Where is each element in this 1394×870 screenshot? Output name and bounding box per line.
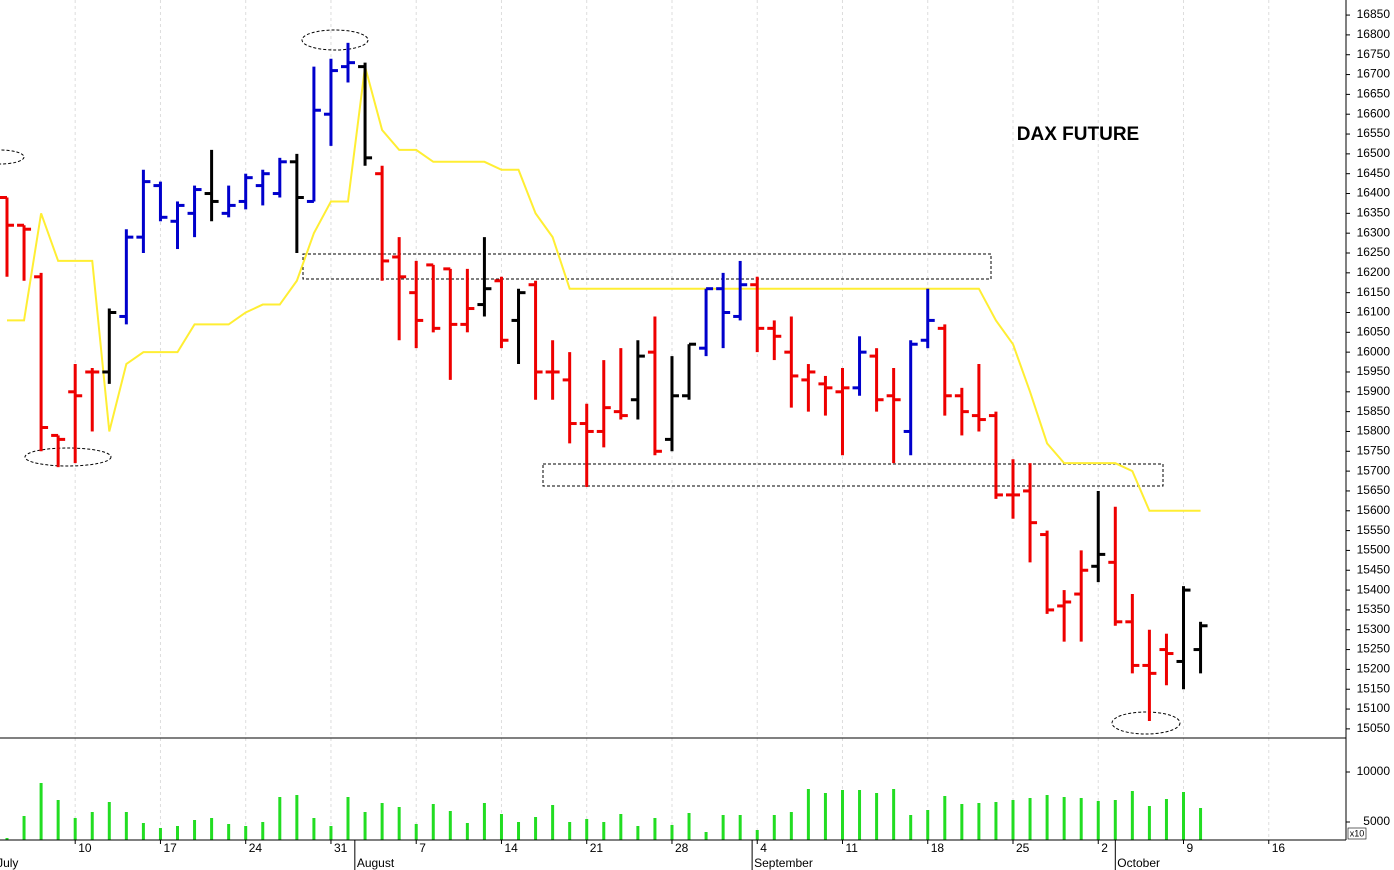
y-tick-label: 15900: [1357, 384, 1391, 398]
y-tick-label: 16250: [1357, 245, 1391, 259]
y-tick-label: 15650: [1357, 483, 1391, 497]
month-label: July: [0, 856, 18, 870]
x-tick-label: 17: [163, 841, 177, 855]
y-tick-label: 16300: [1357, 225, 1391, 239]
y-tick-label: 16200: [1357, 265, 1391, 279]
indicator-line: [6, 66, 1201, 512]
month-label: October: [1117, 856, 1160, 870]
annotation-ellipse: [1111, 711, 1181, 735]
x-tick-label: 4: [760, 841, 767, 855]
y-tick-label: 15050: [1357, 721, 1391, 735]
month-label: August: [357, 856, 395, 870]
x-tick-label: 18: [931, 841, 945, 855]
unit-box: [1347, 827, 1367, 840]
x-tick-label: 16: [1272, 841, 1286, 855]
y-tick-label: 16550: [1357, 126, 1391, 140]
y-tick-label: 15600: [1357, 503, 1391, 517]
y-tick-label: 16050: [1357, 324, 1391, 338]
y-tick-label: 15150: [1357, 681, 1391, 695]
y-tick-label: 15250: [1357, 642, 1391, 656]
y-tick-label: 16450: [1357, 166, 1391, 180]
y-tick-label: 16800: [1357, 27, 1391, 41]
y-tick-label: 16750: [1357, 47, 1391, 61]
y-tick-label: 16650: [1357, 87, 1391, 101]
x-tick-label: 9: [1187, 841, 1194, 855]
plot: [0, 42, 1208, 840]
x-tick-label: 2: [1101, 841, 1108, 855]
y-tick-label: 16850: [1357, 7, 1391, 21]
y-tick-label: 15450: [1357, 562, 1391, 576]
y-tick-label: 15500: [1357, 543, 1391, 557]
y-tick-label: 15800: [1357, 424, 1391, 438]
y-tick-label: 15950: [1357, 364, 1391, 378]
y-tick-label: 15550: [1357, 523, 1391, 537]
annotation-ellipse: [24, 447, 112, 467]
y-tick-label: 15100: [1357, 701, 1391, 715]
y-tick-label: 15350: [1357, 602, 1391, 616]
y-tick-label: 16350: [1357, 206, 1391, 220]
y-tick-label: 15850: [1357, 404, 1391, 418]
x-tick-label: 21: [590, 841, 604, 855]
y-tick-label: 16000: [1357, 344, 1391, 358]
x-tick-label: 14: [504, 841, 518, 855]
x-tick-label: 28: [675, 841, 689, 855]
y-tick-label: 16100: [1357, 305, 1391, 319]
annotations: [0, 29, 1181, 735]
month-label: September: [754, 856, 813, 870]
y-tick-label: 15750: [1357, 443, 1391, 457]
annotation-ellipse: [301, 29, 369, 51]
y-tick-label: 15300: [1357, 622, 1391, 636]
annotation-box: [302, 253, 992, 280]
annotation-box: [542, 463, 1164, 487]
annotation-ellipse: [0, 149, 25, 165]
y-tick-label: 16600: [1357, 106, 1391, 120]
x-tick-label: 11: [845, 841, 858, 855]
x-tick-label: 7: [419, 841, 426, 855]
y-tick-label: 16700: [1357, 67, 1391, 81]
x-tick-label: 25: [1016, 841, 1030, 855]
y-tick-label: 15400: [1357, 582, 1391, 596]
volume-tick-label: 5000: [1363, 814, 1390, 828]
chart-title: DAX FUTURE: [1017, 124, 1139, 145]
volume-unit: x10: [1350, 828, 1365, 838]
y-tick-label: 16500: [1357, 146, 1391, 160]
y-tick-label: 16150: [1357, 285, 1391, 299]
y-tick-label: 15200: [1357, 662, 1391, 676]
x-tick-label: 24: [249, 841, 263, 855]
y-tick-label: 16400: [1357, 186, 1391, 200]
y-tick-label: 15700: [1357, 463, 1391, 477]
x-tick-label: 10: [78, 841, 92, 855]
x-tick-label: 31: [334, 841, 348, 855]
volume-tick-label: 10000: [1357, 764, 1391, 778]
